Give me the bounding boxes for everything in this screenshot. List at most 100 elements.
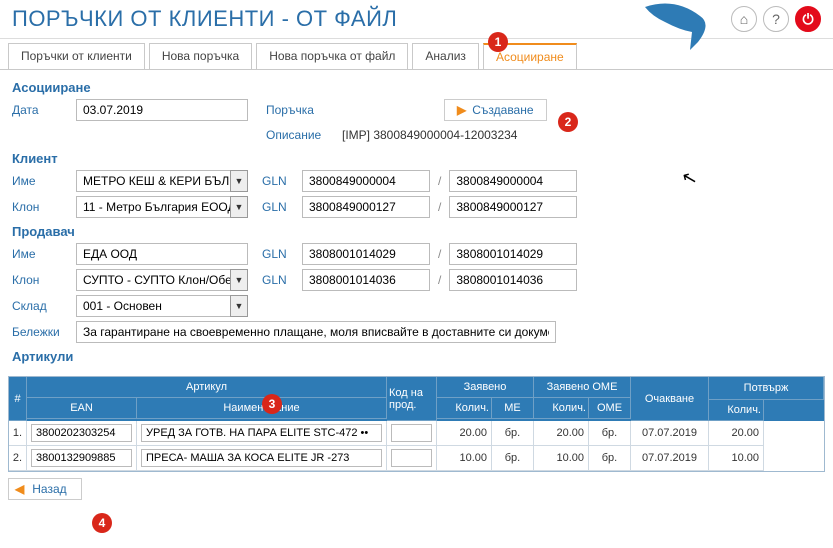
section-association: Асоцииране [12, 80, 821, 95]
gln-label: GLN [262, 273, 294, 287]
seller-branch-gln1-input[interactable] [302, 269, 430, 291]
back-button[interactable]: ◀ Назад [8, 478, 82, 500]
ean-input[interactable] [31, 424, 132, 442]
description-value: [IMP] 3800849000004-12003234 [336, 125, 546, 145]
col-requested-ome: Заявено ОМЕ [534, 377, 631, 398]
col-conf-qty: Колич. [709, 400, 764, 421]
cell-idx: 2. [9, 446, 27, 471]
table-row[interactable]: 1.20.00бр.20.00бр.07.07.201920.00 [9, 421, 824, 446]
create-button-label: Създаване [472, 103, 533, 117]
client-branch-label: Клон [12, 200, 68, 214]
client-branch-gln2-input[interactable] [449, 196, 577, 218]
seller-name-label: Име [12, 247, 68, 261]
seller-name-input[interactable] [76, 243, 248, 265]
col-hash: # [9, 377, 27, 421]
cell-conf: 10.00 [709, 446, 764, 471]
cell-qty: 10.00 [437, 446, 492, 471]
col-qty-ome: Колич. [534, 398, 589, 419]
cell-ean [27, 421, 137, 446]
date-input[interactable] [76, 99, 248, 121]
arrow-left-icon: ◀ [15, 482, 24, 496]
tab-new-order-from-file[interactable]: Нова поръчка от файл [256, 43, 408, 69]
dropdown-icon[interactable]: ▼ [230, 170, 248, 192]
back-button-label: Назад [32, 482, 66, 496]
cell-ome: бр. [589, 421, 631, 446]
client-name-input[interactable] [76, 170, 248, 192]
gln-label: GLN [262, 200, 294, 214]
col-ome: ОМЕ [589, 398, 631, 419]
cell-ome: бр. [589, 446, 631, 471]
table-row[interactable]: 2.10.00бр.10.00бр.07.07.201910.00 [9, 446, 824, 471]
cell-idx: 1. [9, 421, 27, 446]
page-title: ПОРЪЧКИ ОТ КЛИЕНТИ - ОТ ФАЙЛ [12, 6, 397, 32]
cell-code [387, 421, 437, 446]
dropdown-icon[interactable]: ▼ [230, 295, 248, 317]
seller-gln1-input[interactable] [302, 243, 430, 265]
help-icon[interactable]: ? [763, 6, 789, 32]
warehouse-label: Склад [12, 299, 68, 313]
arrow-right-icon: ▶ [457, 103, 466, 117]
separator: / [438, 200, 441, 214]
col-article: Артикул [27, 377, 387, 398]
section-articles: Артикули [12, 349, 821, 364]
seller-branch-gln2-input[interactable] [449, 269, 577, 291]
annotation-marker-2: 2 [558, 112, 578, 132]
name-input[interactable] [141, 449, 382, 467]
section-client: Клиент [12, 151, 821, 166]
client-gln2-input[interactable] [449, 170, 577, 192]
warehouse-input[interactable] [76, 295, 248, 317]
col-confirmed: Потвърж [709, 377, 824, 400]
create-button[interactable]: ▶ Създаване [444, 99, 547, 121]
client-branch-input[interactable] [76, 196, 248, 218]
client-name-label: Име [12, 174, 68, 188]
code-input[interactable] [391, 424, 432, 442]
cell-expected: 07.07.2019 [631, 421, 709, 446]
order-label: Поръчка [266, 103, 328, 117]
code-input[interactable] [391, 449, 432, 467]
cell-name [137, 446, 387, 471]
home-icon[interactable]: ⌂ [731, 6, 757, 32]
annotation-marker-4: 4 [92, 513, 112, 533]
separator: / [438, 273, 441, 287]
col-ean: EAN [27, 398, 137, 419]
cell-name [137, 421, 387, 446]
notes-input[interactable] [76, 321, 556, 343]
client-branch-gln1-input[interactable] [302, 196, 430, 218]
tab-analysis[interactable]: Анализ [412, 43, 479, 69]
col-requested: Заявено [437, 377, 534, 398]
cell-qty-ome: 20.00 [534, 421, 589, 446]
separator: / [438, 174, 441, 188]
seller-gln2-input[interactable] [449, 243, 577, 265]
seller-branch-input[interactable] [76, 269, 248, 291]
tab-new-order[interactable]: Нова поръчка [149, 43, 252, 69]
power-icon[interactable]: ⏻ [795, 6, 821, 32]
logo-bird-icon [640, 2, 720, 50]
dropdown-icon[interactable]: ▼ [230, 269, 248, 291]
annotation-marker-1: 1 [488, 32, 508, 52]
annotation-marker-3: 3 [262, 394, 282, 414]
section-seller: Продавач [12, 224, 821, 239]
col-code: Код на прод. [387, 377, 437, 421]
cell-me: бр. [492, 421, 534, 446]
gln-label: GLN [262, 174, 294, 188]
cell-qty-ome: 10.00 [534, 446, 589, 471]
cell-conf: 20.00 [709, 421, 764, 446]
col-expected: Очакване [631, 377, 709, 421]
cell-me: бр. [492, 446, 534, 471]
ean-input[interactable] [31, 449, 132, 467]
articles-grid: # Артикул EAN Наименование Код на прод. … [8, 376, 825, 472]
name-input[interactable] [141, 424, 382, 442]
separator: / [438, 247, 441, 261]
date-label: Дата [12, 103, 68, 117]
cell-expected: 07.07.2019 [631, 446, 709, 471]
notes-label: Бележки [12, 325, 68, 339]
cell-code [387, 446, 437, 471]
tab-orders-from-clients[interactable]: Поръчки от клиенти [8, 43, 145, 69]
description-label: Описание [266, 128, 328, 142]
seller-branch-label: Клон [12, 273, 68, 287]
dropdown-icon[interactable]: ▼ [230, 196, 248, 218]
gln-label: GLN [262, 247, 294, 261]
col-me: МЕ [492, 398, 534, 419]
client-gln1-input[interactable] [302, 170, 430, 192]
cell-qty: 20.00 [437, 421, 492, 446]
